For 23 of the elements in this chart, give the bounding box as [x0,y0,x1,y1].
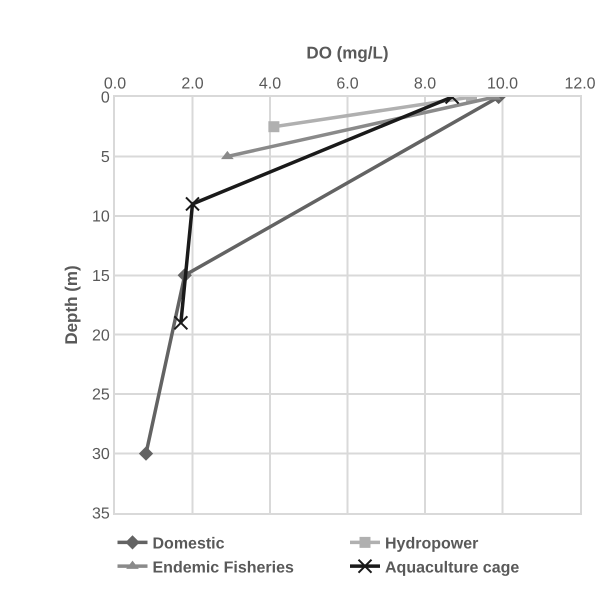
x-tick-label: 12.0 [564,76,596,93]
legend-label: Hydropower [385,536,478,553]
y-tick-label: 35 [92,506,110,523]
x-tick-label: 8.0 [414,76,436,93]
y-tick-label: 20 [92,327,110,344]
x-tick-label: 6.0 [336,76,359,93]
y-tick-label: 5 [100,149,110,166]
x-axis-title: DO (mg/L) [306,44,389,63]
legend-label: Domestic [152,536,225,553]
legend-label: Aquaculture cage [385,559,520,576]
x-tick-label: 4.0 [258,76,282,93]
y-tick-label: 15 [92,268,110,285]
point [138,446,154,461]
point [185,196,200,212]
y-axis-title: Depth (m) [62,265,82,345]
point [173,315,188,330]
x-tick-label: 2.0 [181,76,204,93]
point [268,121,280,132]
y-tick-label: 25 [92,386,110,404]
legend-label: Endemic Fisheries [152,559,294,576]
y-tick-label: 30 [92,446,110,464]
y-tick-label: 10 [92,208,110,226]
x-tick-label: 10.0 [486,76,518,93]
